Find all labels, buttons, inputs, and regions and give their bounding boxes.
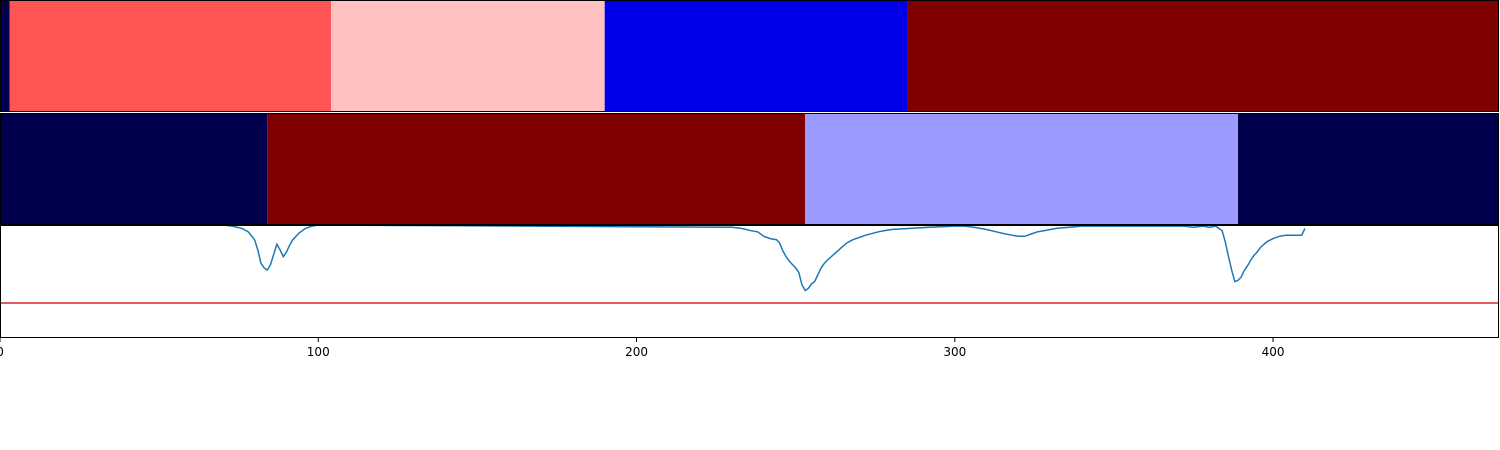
x-tick-label-200: 200 <box>625 345 648 359</box>
panel-frame-2 <box>0 113 1499 225</box>
segment-1-4 <box>604 0 908 112</box>
x-tick-label-100: 100 <box>307 345 330 359</box>
panel-frame-3 <box>0 225 1499 338</box>
segment-row-2 <box>0 113 1499 225</box>
segment-row-1 <box>0 0 1499 112</box>
segment-2-3 <box>805 113 1239 225</box>
x-tick-label-0: 0 <box>0 345 4 359</box>
segment-2-1 <box>0 113 268 225</box>
segment-1-2 <box>9 0 331 112</box>
line-panel <box>0 225 1499 304</box>
segment-2-2 <box>267 113 806 225</box>
series-line <box>222 225 1306 292</box>
panel-frame-1 <box>0 0 1499 112</box>
x-tick-label-400: 400 <box>1262 345 1285 359</box>
segment-1-5 <box>907 0 1499 112</box>
x-axis: 0 100 200 300 400 <box>0 338 1284 359</box>
segment-2-4 <box>1238 113 1499 225</box>
segment-1-1 <box>0 0 10 112</box>
x-tick-label-300: 300 <box>943 345 966 359</box>
segment-1-3 <box>330 0 605 112</box>
panel-frames <box>0 0 1499 338</box>
